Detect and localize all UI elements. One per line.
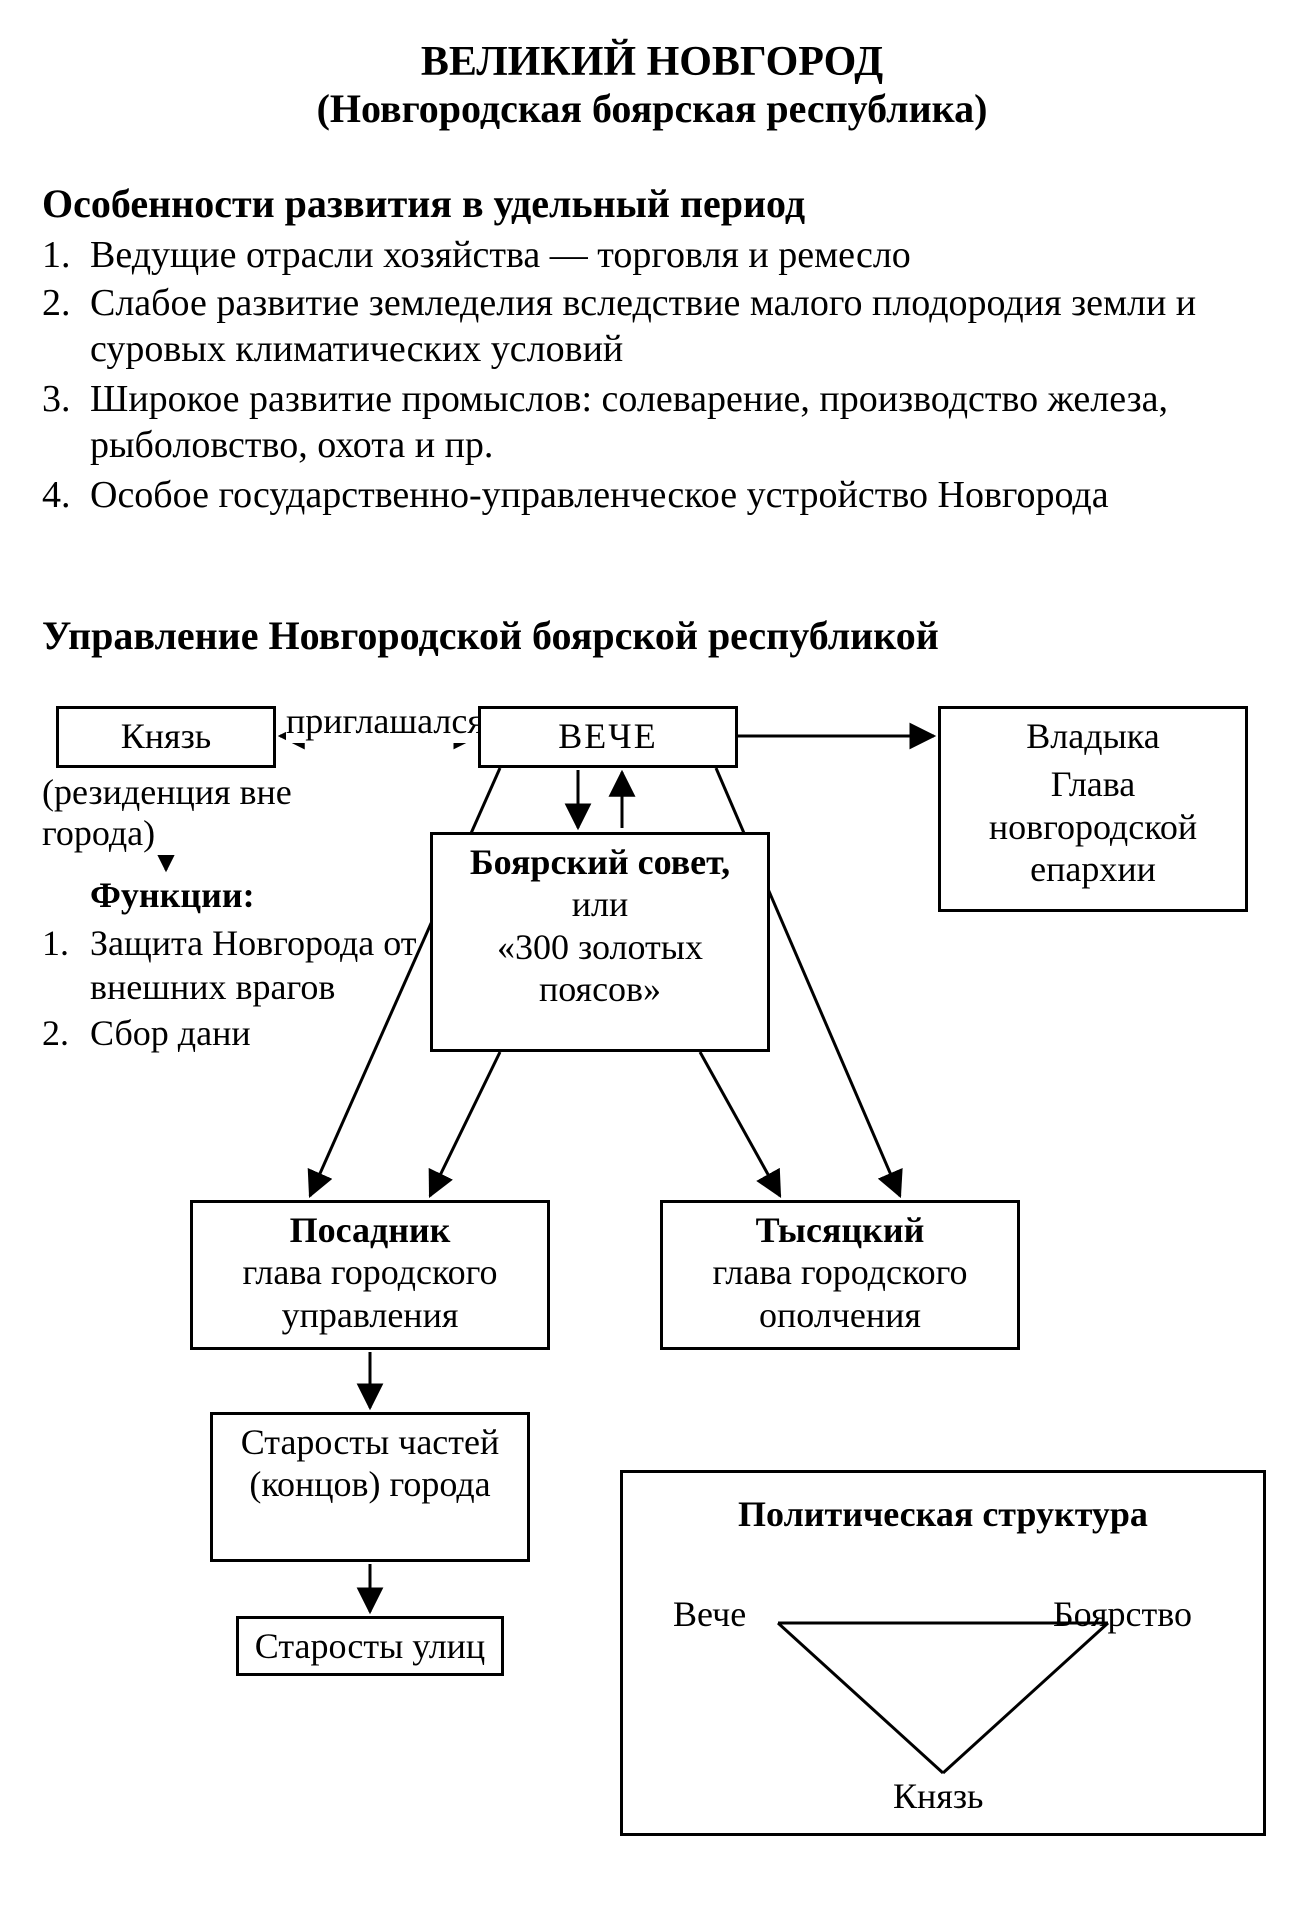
node-posadnik-title: Посадник [201, 1209, 539, 1251]
label-prince-residence: (резиденция вне города) [42, 772, 292, 855]
triangle-label-boyarstvo: Боярство [1053, 1593, 1192, 1635]
features-heading: Особенности развития в удельный период [42, 180, 805, 227]
node-starosty-kontsov-text: Старосты частей (концов) города [241, 1422, 500, 1504]
feature-item-1: 1. Ведущие отрасли хозяйства — торговля … [42, 232, 1242, 278]
node-posadnik: Посадник глава городского управления [190, 1200, 550, 1350]
node-tysyatsky-title: Тысяцкий [671, 1209, 1009, 1251]
node-starosty-ulits-text: Старосты улиц [255, 1626, 485, 1666]
node-prince-title: Князь [121, 716, 211, 756]
list-text: Защита Новгорода от внешних врагов [90, 922, 462, 1010]
label-invite: приглашался [286, 700, 484, 743]
label-functions-heading: Функции: [90, 874, 255, 917]
node-vladyka-title: Владыка [949, 715, 1237, 757]
node-posadnik-desc: глава городского управления [201, 1251, 539, 1336]
node-prince: Князь [56, 706, 276, 768]
list-number: 1. [42, 922, 69, 966]
list-text: Ведущие отрасли хозяйства — торговля и р… [90, 232, 1242, 278]
list-text: Широкое развитие промыслов: солеварение,… [90, 376, 1242, 469]
node-council-line3: «300 золотых поясов» [441, 926, 759, 1011]
node-council-line2: или [441, 883, 759, 925]
title-line2: (Новгородская боярская республика) [0, 86, 1304, 132]
list-number: 1. [42, 232, 71, 278]
list-number: 4. [42, 472, 71, 518]
governance-heading: Управление Новгородской боярской республ… [42, 612, 939, 659]
feature-item-3: 3. Широкое развитие промыслов: солеварен… [42, 376, 1242, 469]
node-veche-title: ВЕЧЕ [558, 716, 657, 756]
function-item-2: 2. Сбор дани [42, 1012, 462, 1056]
node-council-title: Боярский совет, [441, 841, 759, 883]
node-tysyatsky-desc: глава городского ополчения [671, 1251, 1009, 1336]
node-vladyka: Владыка Глава новгородской епархии [938, 706, 1248, 912]
node-vladyka-desc: Глава новгородской епархии [949, 763, 1237, 890]
list-text: Слабое развитие земледелия вследствие ма… [90, 280, 1242, 373]
node-starosty-kontsov: Старосты частей (концов) города [210, 1412, 530, 1562]
list-text: Сбор дани [90, 1012, 462, 1056]
list-number: 2. [42, 1012, 69, 1056]
node-council: Боярский совет, или «300 золотых поясов» [430, 832, 770, 1052]
triangle-label-veche: Вече [673, 1593, 746, 1635]
node-veche: ВЕЧЕ [478, 706, 738, 768]
triangle-label-prince: Князь [893, 1775, 983, 1817]
page: ВЕЛИКИЙ НОВГОРОД (Новгородская боярская … [0, 0, 1304, 1918]
feature-item-2: 2. Слабое развитие земледелия вследствие… [42, 280, 1242, 373]
list-number: 2. [42, 280, 71, 326]
page-title: ВЕЛИКИЙ НОВГОРОД (Новгородская боярская … [0, 38, 1304, 132]
title-line1: ВЕЛИКИЙ НОВГОРОД [0, 38, 1304, 86]
node-tysyatsky: Тысяцкий глава городского ополчения [660, 1200, 1020, 1350]
list-number: 3. [42, 376, 71, 422]
list-text: Особое государственно-управленческое уст… [90, 472, 1242, 518]
triangle-box: Политическая структура Вече Боярство Кня… [620, 1470, 1266, 1836]
node-starosty-ulits: Старосты улиц [236, 1616, 504, 1676]
feature-item-4: 4. Особое государственно-управленческое … [42, 472, 1242, 518]
function-item-1: 1. Защита Новгорода от внешних врагов [42, 922, 462, 1010]
